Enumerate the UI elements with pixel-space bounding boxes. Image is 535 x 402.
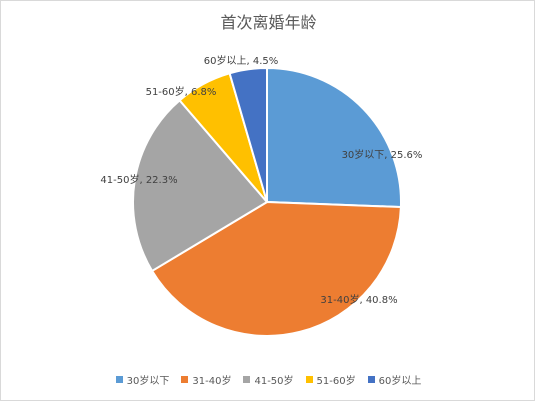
slice-data-label-3: 41-50岁, 22.3% <box>100 173 177 186</box>
pie-slice-2 <box>150 200 402 337</box>
legend-label: 41-50岁 <box>254 376 294 387</box>
legend-item-4: 51-60岁 <box>305 372 356 387</box>
slice-data-label-5: 60岁以上, 4.5% <box>204 54 279 67</box>
slice-data-label-2: 31-40岁, 40.8% <box>320 293 397 306</box>
legend-swatch <box>305 376 313 383</box>
slice-data-label-1: 30岁以下, 25.6% <box>342 148 423 161</box>
pie-slice-1 <box>266 66 402 209</box>
legend-item-1: 30岁以下 <box>115 372 170 387</box>
slice-data-label-4: 51-60岁, 6.8% <box>146 85 217 98</box>
pie-slice-3 <box>132 98 269 273</box>
legend-item-2: 31-40岁 <box>181 372 231 387</box>
pie-slice-5 <box>228 66 268 203</box>
legend: 30岁以下 31-40岁 41-50岁 51-60岁 60岁以上 <box>1 372 535 387</box>
legend-swatch <box>367 376 375 383</box>
legend-label: 51-60岁 <box>316 376 356 387</box>
legend-swatch <box>181 376 189 383</box>
legend-label: 31-40岁 <box>192 376 232 387</box>
chart-title: 首次离婚年龄 <box>220 13 317 32</box>
legend-item-3: 41-50岁 <box>243 372 294 387</box>
legend-item-5: 60岁以上 <box>367 372 422 387</box>
legend-label: 30岁以下 <box>126 376 170 387</box>
legend-swatch <box>243 376 251 383</box>
legend-swatch <box>115 376 123 383</box>
legend-label: 60岁以上 <box>378 376 422 387</box>
